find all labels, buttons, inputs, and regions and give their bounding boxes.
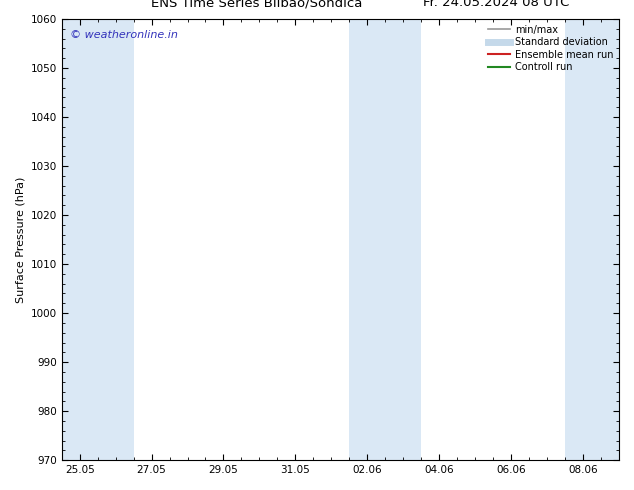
Bar	[61, 19, 134, 460]
Legend: min/max, Standard deviation, Ensemble mean run, Controll run: min/max, Standard deviation, Ensemble me…	[484, 21, 617, 76]
Bar	[349, 19, 421, 460]
Text: ENS Time Series Bilbao/Sondica: ENS Time Series Bilbao/Sondica	[151, 0, 363, 9]
Title: ENS Time Series Bilbao/Sondica     Fr. 24.05.2024 08 UTC: ENS Time Series Bilbao/Sondica Fr. 24.05…	[0, 489, 1, 490]
Y-axis label: Surface Pressure (hPa): Surface Pressure (hPa)	[15, 176, 25, 303]
Text: Fr. 24.05.2024 08 UTC: Fr. 24.05.2024 08 UTC	[424, 0, 569, 9]
Text: © weatheronline.in: © weatheronline.in	[70, 30, 178, 40]
Bar	[565, 19, 619, 460]
